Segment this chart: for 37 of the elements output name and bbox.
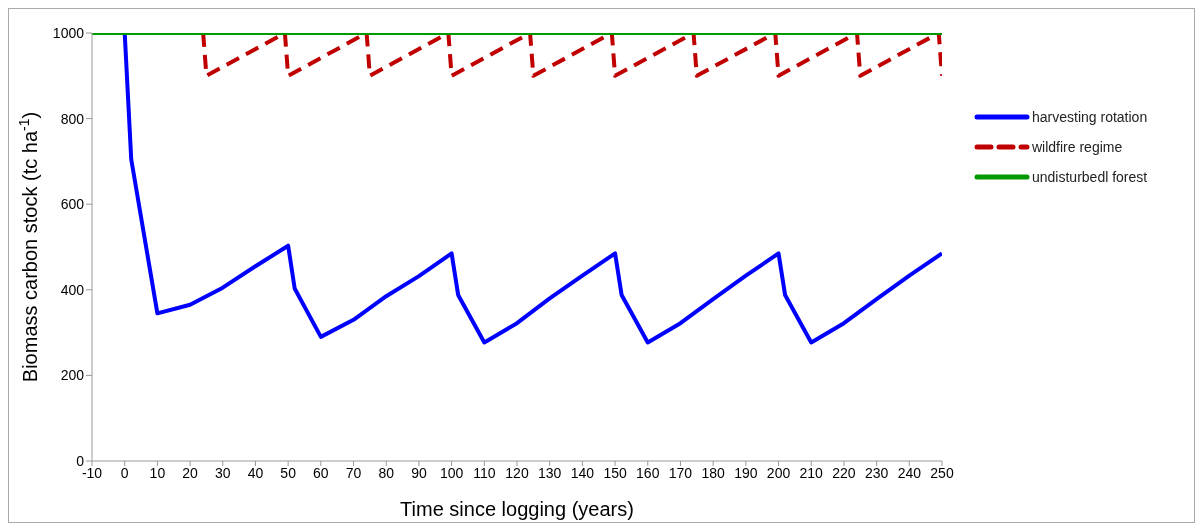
x-tick-label: 50 (280, 464, 297, 481)
x-tick-label: 80 (378, 464, 395, 481)
x-tick-label: 140 (570, 464, 595, 481)
x-tick-label: 160 (636, 464, 660, 481)
x-tick-label: 60 (313, 464, 329, 481)
x-tick-label: 0 (120, 464, 129, 481)
x-tick-label: 40 (247, 464, 264, 481)
x-tick-label: 30 (214, 464, 231, 481)
x-tick-label: 90 (411, 464, 427, 481)
y-tick-label: 800 (60, 110, 85, 127)
x-tick-label: 180 (701, 464, 726, 481)
x-tick-label: 190 (734, 464, 758, 481)
x-tick-label: 240 (897, 464, 922, 481)
x-tick-label: 120 (505, 464, 529, 481)
x-tick-label: 230 (864, 464, 889, 481)
x-tick-label: 210 (799, 464, 824, 481)
x-tick-label: 130 (538, 464, 562, 481)
x-axis-title: Time since logging (years) (400, 498, 634, 520)
y-tick-label: 200 (60, 367, 85, 384)
line-series (122, 33, 942, 345)
legend-label: wildfire regime (1032, 139, 1123, 155)
legend-label: harvesting rotation (1032, 109, 1148, 125)
x-tick-label: 100 (439, 464, 464, 481)
x-tick-label: 220 (832, 464, 856, 481)
y-tick-label: 0 (76, 452, 85, 469)
y-tick-label: 1000 (52, 24, 85, 41)
x-tick-label: 150 (603, 464, 627, 481)
x-tick-label: 200 (766, 464, 791, 481)
x-tick-label: 10 (149, 464, 166, 481)
x-tick-label: 110 (473, 464, 496, 481)
x-tick-label: 170 (668, 464, 693, 481)
legend-label: undisturbedl forest (1032, 169, 1148, 185)
y-tick-label: 600 (60, 196, 85, 213)
x-tick-label: 70 (345, 464, 362, 481)
x-tick-label: 250 (930, 464, 954, 481)
x-tick-label: 20 (182, 464, 199, 481)
y-tick-label: 400 (60, 281, 85, 298)
